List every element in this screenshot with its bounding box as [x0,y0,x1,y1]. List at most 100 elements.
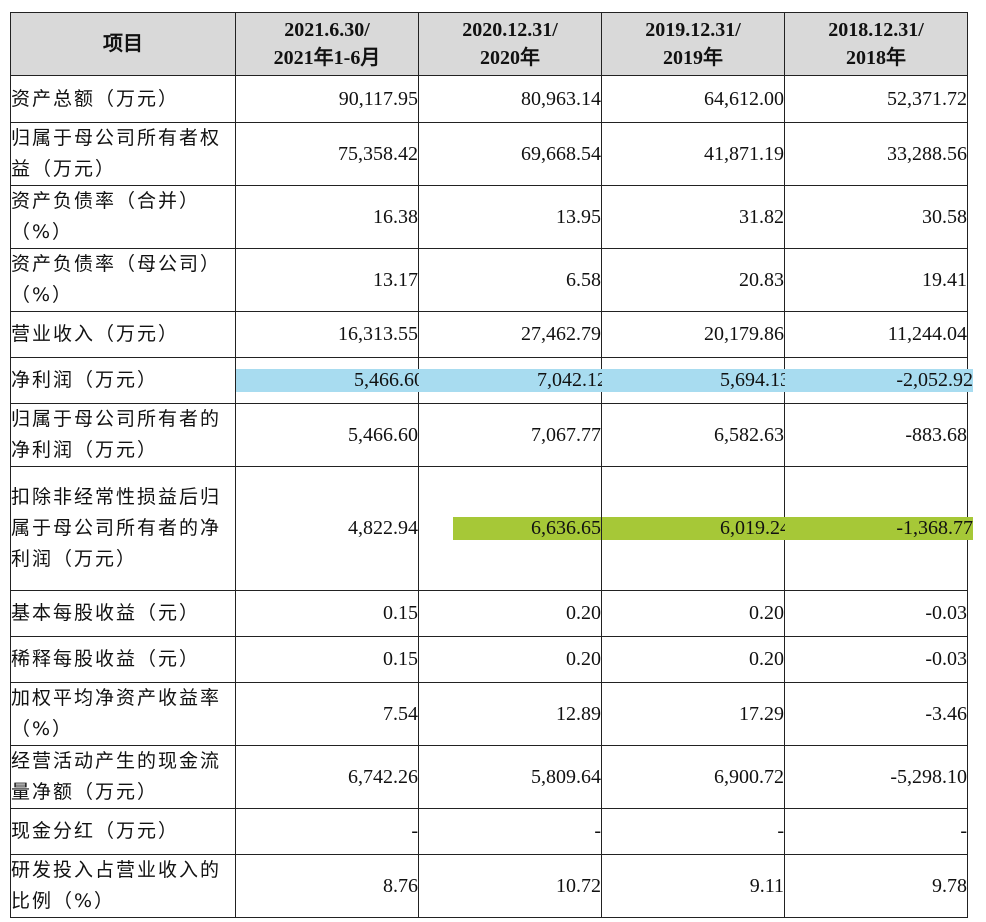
header-2018-date: 2018.12.31/ [828,19,924,41]
cell-value-highlighted: 5,466.60 [235,357,424,404]
table-row: 经营活动产生的现金流量净额（万元） 6,742.26 5,809.64 6,90… [10,745,968,809]
cell-value: 52,371.72 [784,75,968,123]
cell-value: 33,288.56 [784,122,968,186]
cell-value: 5,466.60 [235,403,419,467]
header-2019-date: 2019.12.31/ [645,19,741,41]
table-row: 稀释每股收益（元） 0.15 0.20 0.20 -0.03 [10,636,968,683]
row-label: 资产负债率（合并）（%） [10,185,236,249]
row-label: 归属于母公司所有者权益（万元） [10,122,236,186]
cell-value: 10.72 [418,854,602,918]
cell-value: - [784,808,968,855]
header-row: 项目 2021.6.30/2021年1-6月 2020.12.31/2020年 … [10,12,968,76]
row-label: 现金分红（万元） [10,808,236,855]
highlight-blue: 5,694.13 [602,369,790,392]
table-row-highlighted: 净利润（万元） 5,466.60 7,042.12 5,694.13 -2,05… [10,357,973,404]
table-row: 基本每股收益（元） 0.15 0.20 0.20 -0.03 [10,590,968,637]
cell-value: 0.20 [418,636,602,683]
header-2018: 2018.12.31/2018年 [784,12,968,76]
cell-value: 41,871.19 [601,122,785,186]
highlight-green: 6,019.24 [602,517,790,540]
cell-value: 7,067.77 [418,403,602,467]
table-row: 营业收入（万元） 16,313.55 27,462.79 20,179.86 1… [10,311,968,358]
cell-value: 17.29 [601,682,785,746]
header-item: 项目 [10,12,236,76]
header-2019-period: 2019年 [663,47,723,69]
cell-value: 90,117.95 [235,75,419,123]
cell-value: -883.68 [784,403,968,467]
cell-value: 75,358.42 [235,122,419,186]
table-row: 加权平均净资产收益率（%） 7.54 12.89 17.29 -3.46 [10,682,968,746]
row-label: 加权平均净资产收益率（%） [10,682,236,746]
highlight-green: -1,368.77 [785,517,973,540]
cell-value: 6,742.26 [235,745,419,809]
cell-value: 19.41 [784,248,968,312]
cell-value: - [601,808,785,855]
row-label: 研发投入占营业收入的比例（%） [10,854,236,918]
table-row: 资产负债率（母公司）（%） 13.17 6.58 20.83 19.41 [10,248,968,312]
cell-value-highlighted: -1,368.77 [784,466,973,591]
cell-value: 31.82 [601,185,785,249]
row-label: 扣除非经常性损益后归属于母公司所有者的净利润（万元） [10,466,236,591]
cell-value: 0.20 [418,590,602,637]
highlight-blue: 5,466.60 [236,369,424,392]
cell-value: 7.54 [235,682,419,746]
table-row: 归属于母公司所有者权益（万元） 75,358.42 69,668.54 41,8… [10,122,968,186]
cell-value-highlighted: 6,019.24 [601,466,790,591]
row-label: 经营活动产生的现金流量净额（万元） [10,745,236,809]
cell-value: - [235,808,419,855]
cell-value: 16.38 [235,185,419,249]
row-label: 基本每股收益（元） [10,590,236,637]
cell-value: 20.83 [601,248,785,312]
table-row: 资产总额（万元） 90,117.95 80,963.14 64,612.00 5… [10,75,968,123]
cell-value: 80,963.14 [418,75,602,123]
cell-value: 9.11 [601,854,785,918]
header-2021h1-date: 2021.6.30/ [284,19,370,41]
cell-value: 6.58 [418,248,602,312]
table-row: 研发投入占营业收入的比例（%） 8.76 10.72 9.11 9.78 [10,854,968,918]
cell-value: 0.20 [601,590,785,637]
cell-value: 6,900.72 [601,745,785,809]
highlight-blue: -2,052.92 [785,369,973,392]
highlight-blue: 7,042.12 [419,369,607,392]
cell-value: 5,809.64 [418,745,602,809]
cell-value: -0.03 [784,590,968,637]
row-label: 营业收入（万元） [10,311,236,358]
cell-value: - [418,808,602,855]
table-row-highlighted: 扣除非经常性损益后归属于母公司所有者的净利润（万元） 4,822.94 6,63… [10,466,973,591]
financial-summary-table: 项目 2021.6.30/2021年1-6月 2020.12.31/2020年 … [10,12,973,918]
cell-value: 12.89 [418,682,602,746]
header-2018-period: 2018年 [846,47,906,69]
cell-value: -3.46 [784,682,968,746]
highlight-green: 6,636.65 [453,517,601,540]
cell-value: 16,313.55 [235,311,419,358]
header-2020-period: 2020年 [480,47,540,69]
header-2019: 2019.12.31/2019年 [601,12,785,76]
cell-value: -5,298.10 [784,745,968,809]
cell-value-highlighted: 5,694.13 [601,357,790,404]
cell-value: 11,244.04 [784,311,968,358]
header-2020: 2020.12.31/2020年 [418,12,602,76]
cell-value: 9.78 [784,854,968,918]
row-label: 资产总额（万元） [10,75,236,123]
cell-value-highlighted: 7,042.12 [418,357,607,404]
cell-value: 6,582.63 [601,403,785,467]
row-label: 稀释每股收益（元） [10,636,236,683]
row-label: 净利润（万元） [10,357,236,404]
cell-value: 0.15 [235,590,419,637]
cell-value: 20,179.86 [601,311,785,358]
header-2021h1-period: 2021年1-6月 [273,47,381,69]
table-row: 资产负债率（合并）（%） 16.38 13.95 31.82 30.58 [10,185,968,249]
header-2020-date: 2020.12.31/ [462,19,558,41]
cell-value: 27,462.79 [418,311,602,358]
cell-value: 8.76 [235,854,419,918]
cell-value: 0.20 [601,636,785,683]
table-row: 归属于母公司所有者的净利润（万元） 5,466.60 7,067.77 6,58… [10,403,968,467]
cell-value: 0.15 [235,636,419,683]
cell-value-highlighted: -2,052.92 [784,357,973,404]
header-2021h1: 2021.6.30/2021年1-6月 [235,12,419,76]
cell-value: 13.95 [418,185,602,249]
table-row: 现金分红（万元） - - - - [10,808,968,855]
cell-value: 30.58 [784,185,968,249]
cell-value-highlighted: 6,636.65 [418,466,602,591]
cell-value: 69,668.54 [418,122,602,186]
